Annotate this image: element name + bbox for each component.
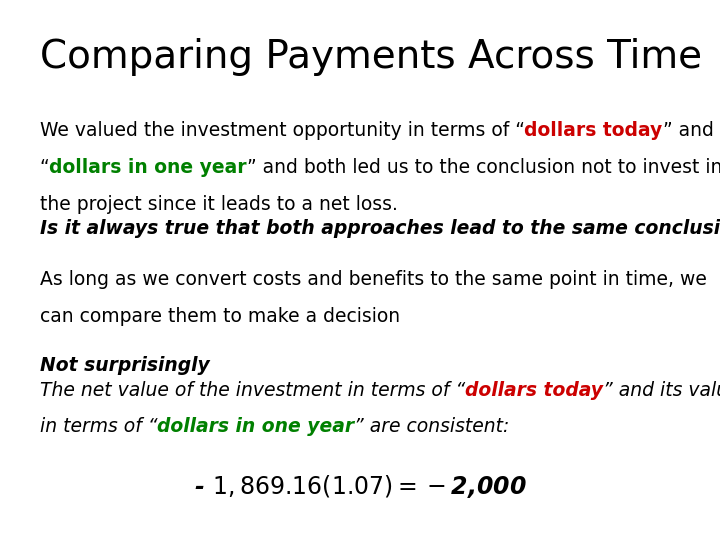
Text: Not surprisingly: Not surprisingly [40,356,210,375]
Text: ” and: ” and [662,122,714,140]
Text: ” are consistent:: ” are consistent: [354,417,510,436]
Text: dollars in one year: dollars in one year [49,158,247,177]
Text: dollars today: dollars today [465,381,603,400]
Text: can compare them to make a decision: can compare them to make a decision [40,307,400,326]
Text: “: “ [40,158,49,177]
Text: Is it always true that both approaches lead to the same conclusion?: Is it always true that both approaches l… [40,219,720,238]
Text: Comparing Payments Across Time: Comparing Payments Across Time [40,38,702,76]
Text: dollars in one year: dollars in one year [157,417,354,436]
Text: As long as we convert costs and benefits to the same point in time, we: As long as we convert costs and benefits… [40,270,706,289]
Text: ” and both led us to the conclusion not to invest in: ” and both led us to the conclusion not … [247,158,720,177]
Text: ” and its value: ” and its value [603,381,720,400]
Text: in terms of “: in terms of “ [40,417,157,436]
Text: We valued the investment opportunity in terms of “: We valued the investment opportunity in … [40,122,524,140]
Text: The net value of the investment in terms of “: The net value of the investment in terms… [40,381,465,400]
Text: dollars today: dollars today [524,122,662,140]
Text: - $1,869.16 (1.07) = - $2,000: - $1,869.16 (1.07) = - $2,000 [194,472,526,500]
Text: the project since it leads to a net loss.: the project since it leads to a net loss… [40,195,397,214]
